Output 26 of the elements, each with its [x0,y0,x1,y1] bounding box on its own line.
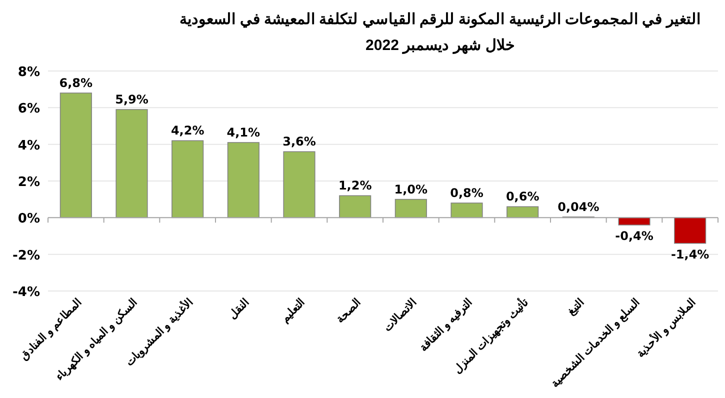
y-tick-label: 4% [18,138,40,154]
data-label: 4,2% [170,124,204,138]
data-label: 5,9% [115,92,148,106]
data-label: 4,1% [226,126,260,140]
x-tick-label: الصحة [334,296,364,326]
y-tick-label: 6% [18,102,40,117]
chart-subtitle: خلال شهر ديسمبر 2022 [366,37,514,54]
data-label: 1,2% [338,178,372,193]
data-label: 6,8% [59,76,93,90]
y-tick-label: -4% [12,285,40,300]
data-label: 0,8% [450,186,484,200]
chart-title: التغير في المجموعات الرئيسية المكونة للرقم القياسي لتكلفة المعيشة في السعودية [180,11,700,29]
x-tick-label: الاتصالات [382,296,420,334]
x-tick-label: النقل [226,296,252,322]
data-label: 1,0% [394,182,428,196]
data-label: -1,4% [670,247,710,262]
y-tick-label: -2% [12,248,40,264]
y-tick-label: 8% [18,65,40,80]
x-tick-label: التعليم [279,296,308,325]
y-tick-label: 2% [18,175,40,190]
x-tick-label: التبغ [565,296,587,318]
data-label: -0,4% [615,229,654,243]
data-label: 0,04% [558,200,600,214]
data-label: 3,6% [282,134,316,149]
y-tick-label: 0% [18,212,40,227]
data-label: 0,6% [506,190,540,204]
